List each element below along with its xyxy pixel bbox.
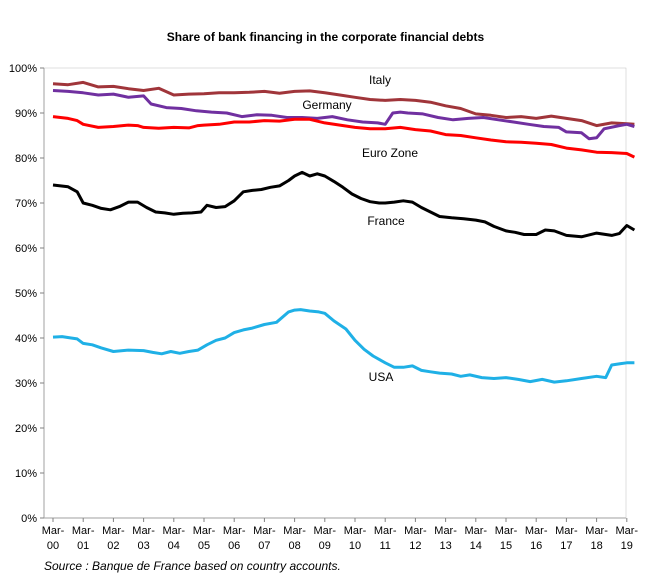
x-tick-label: Mar- [615, 525, 638, 537]
x-tick-label: Mar- [585, 525, 608, 537]
y-tick-label: 80% [15, 153, 37, 165]
x-tick-label: Mar- [132, 525, 155, 537]
x-tick-label: Mar- [374, 525, 397, 537]
x-tick-label-year: 10 [349, 540, 361, 552]
x-tick-label-year: 16 [530, 540, 542, 552]
x-tick-label: Mar- [555, 525, 578, 537]
series-label: Italy [369, 73, 391, 87]
x-tick-label-year: 09 [319, 540, 331, 552]
plot-area [43, 67, 627, 519]
y-tick-label: 40% [15, 333, 37, 345]
x-tick-label-year: 18 [590, 540, 602, 552]
x-tick-label-year: 04 [168, 540, 180, 552]
series-line-euro-zone [52, 115, 636, 159]
x-tick-label-year: 01 [77, 540, 89, 552]
y-axis-ticks: 0% 10% 20% 30% 40% 50% 60% 70% 80% 90% 100% [9, 63, 44, 525]
y-tick-label: 20% [15, 423, 37, 435]
y-tick-label: 90% [15, 108, 37, 120]
x-tick-label: Mar- [313, 525, 336, 537]
x-tick-label: Mar- [253, 525, 276, 537]
x-tick-label: Mar- [525, 525, 548, 537]
x-tick-label-year: 12 [409, 540, 421, 552]
x-tick-label: Mar- [223, 525, 246, 537]
series-line-usa [52, 308, 635, 384]
x-tick-label-year: 11 [379, 540, 390, 552]
y-tick-label: 30% [15, 378, 37, 390]
x-tick-label-year: 05 [198, 540, 210, 552]
x-tick-label-year: 06 [228, 540, 240, 552]
series-lines [52, 80, 636, 384]
y-tick-label: 70% [15, 198, 37, 210]
x-tick-label-year: 08 [288, 540, 300, 552]
y-tick-label: 0% [21, 513, 37, 525]
series-label: USA [369, 370, 394, 384]
x-tick-label-year: 02 [107, 540, 119, 552]
x-tick-label: Mar- [404, 525, 427, 537]
x-tick-label: Mar- [344, 525, 367, 537]
x-tick-label: Mar- [283, 525, 306, 537]
axes [43, 67, 627, 519]
x-tick-label-year: 03 [137, 540, 149, 552]
x-tick-label-year: 07 [258, 540, 270, 552]
x-tick-label: Mar- [72, 525, 95, 537]
series-line-france [52, 170, 636, 239]
x-tick-label-year: 13 [439, 540, 451, 552]
x-tick-label-year: 17 [560, 540, 572, 552]
x-tick-label-year: 00 [47, 540, 59, 552]
chart-title: Share of bank financing in the corporate… [166, 30, 485, 44]
x-tick-label: Mar- [434, 525, 457, 537]
x-tick-label: Mar- [193, 525, 216, 537]
x-tick-label: Mar- [495, 525, 518, 537]
y-tick-label: 10% [15, 468, 37, 480]
y-tick-label: 60% [15, 243, 37, 255]
x-tick-label: Mar- [102, 525, 125, 537]
x-tick-label-year: 14 [470, 540, 482, 552]
x-tick-label: Mar- [464, 525, 487, 537]
x-tick-label: Mar- [42, 525, 65, 537]
x-tick-label-year: 19 [621, 540, 633, 552]
x-tick-label: Mar- [162, 525, 185, 537]
y-tick-label: 100% [9, 63, 37, 75]
x-tick-label-year: 15 [500, 540, 512, 552]
source-note: Source : Banque de France based on count… [44, 559, 341, 573]
series-label: France [367, 214, 405, 228]
y-tick-label: 50% [15, 288, 37, 300]
series-line-germany [52, 89, 635, 141]
series-line-italy [52, 80, 635, 128]
series-label: Germany [302, 98, 351, 112]
x-axis-ticks: Mar- 00 Mar- 01 Mar- 02 Mar- 03 Mar- 04 Mar- 05 Mar-… [42, 518, 638, 552]
series-labels: Italy Germany Euro Zone France USA [302, 73, 418, 384]
series-label: Euro Zone [362, 146, 418, 160]
